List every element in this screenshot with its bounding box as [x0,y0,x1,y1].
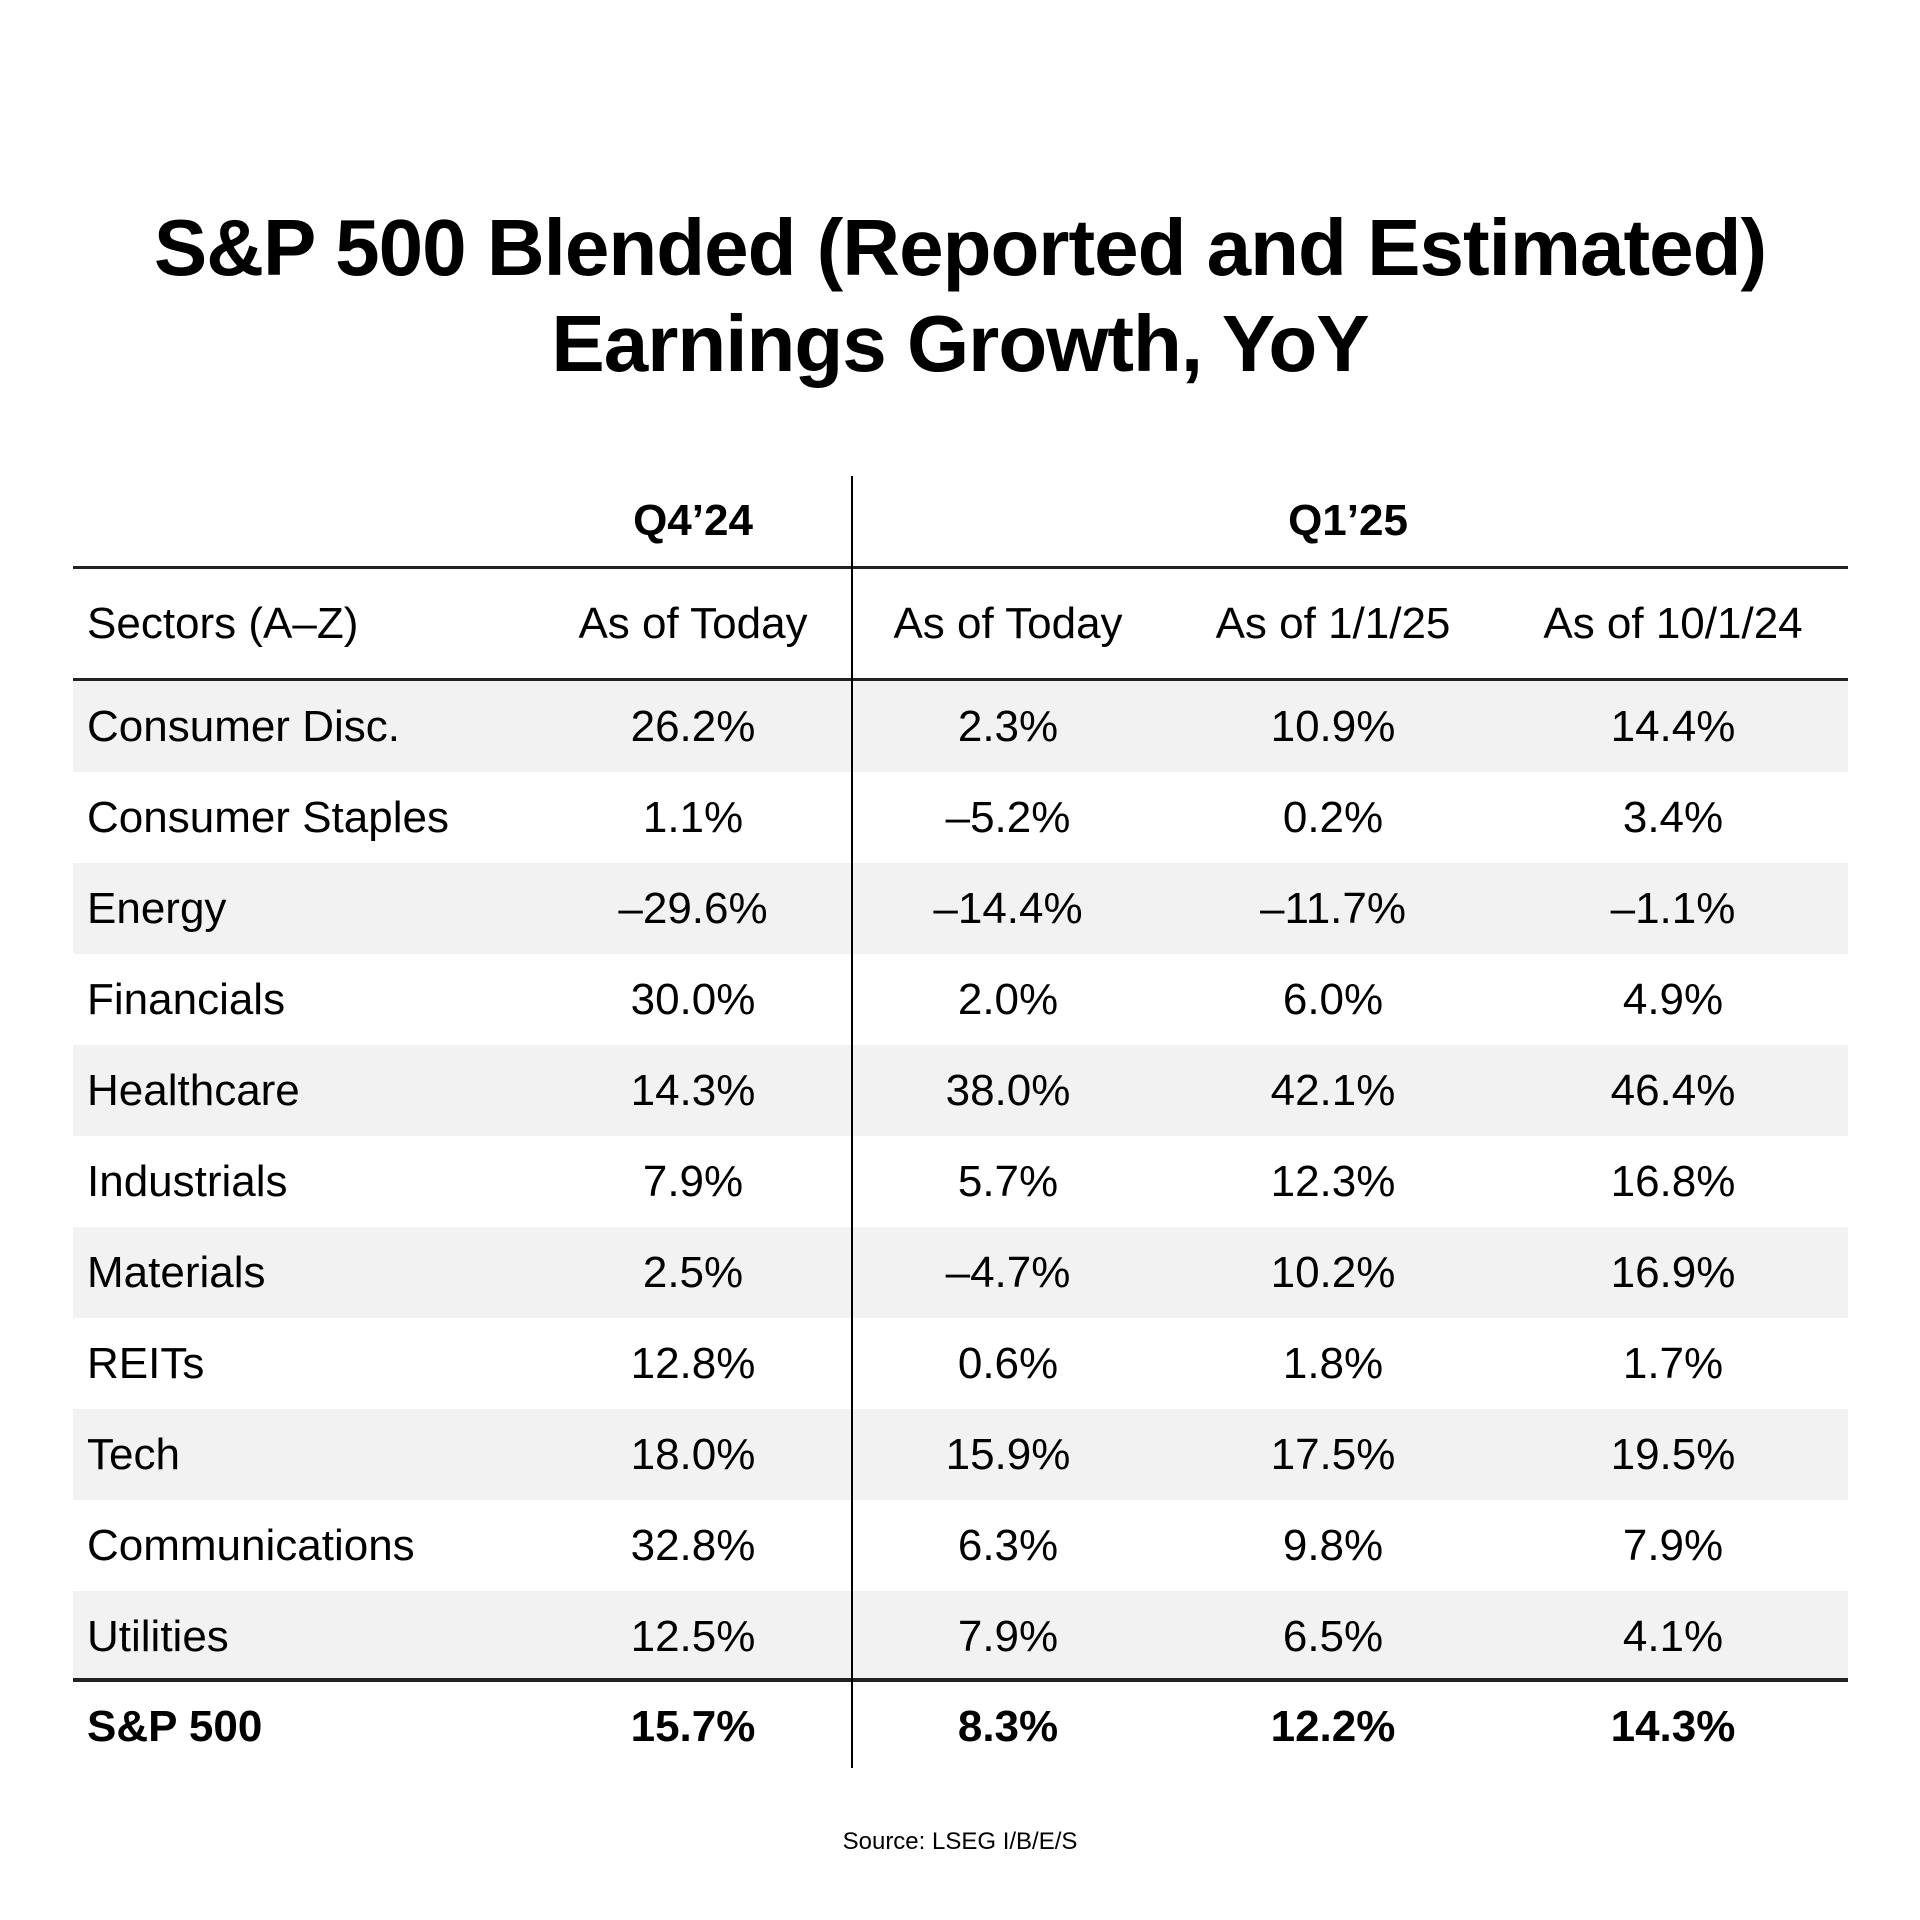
growth-value: 12.5% [630,1611,756,1661]
growth-value: 38.0% [945,1065,1071,1115]
page-title-line-2: Earnings Growth, YoY [551,299,1369,388]
sector-name: Materials [87,1247,266,1297]
growth-value: 30.0% [630,974,756,1024]
growth-value: 14.3% [630,1065,756,1115]
sector-name: Healthcare [87,1065,300,1115]
growth-value: 16.8% [1610,1156,1736,1206]
total-value: 8.3% [957,1702,1059,1751]
growth-value: 1.1% [642,792,744,842]
sector-name: Consumer Disc. [87,701,400,751]
growth-value: 26.2% [630,701,756,751]
growth-value: 2.5% [642,1247,744,1297]
earnings-growth-table: Q4’24 Q1’25 Sectors (A–Z) As of Today As… [73,476,1848,1751]
sector-name: Utilities [87,1611,229,1661]
growth-value: 7.9% [642,1156,744,1206]
growth-value: 1.7% [1622,1338,1724,1388]
table-row-total: S&P 500 15.7% 8.3% 12.2% 14.3% [73,1683,1848,1771]
header-bottom-rule [73,678,1848,681]
sector-name: Tech [87,1429,180,1479]
growth-value: 32.8% [630,1520,756,1570]
source-note: Source: LSEG I/B/E/S [842,1828,1078,1855]
total-top-rule [73,1678,1848,1682]
table-row: Utilities 12.5% 7.9% 6.5% 4.1% [73,1591,1848,1682]
growth-value: 0.6% [957,1338,1059,1388]
column-header-row: Sectors (A–Z) As of Today As of Today As… [73,569,1848,679]
growth-value: 5.7% [957,1156,1059,1206]
table-row: Healthcare 14.3% 38.0% 42.1% 46.4% [73,1045,1848,1136]
sector-name: Industrials [87,1156,288,1206]
growth-value: 7.9% [1622,1520,1724,1570]
growth-value: 0.2% [1282,792,1384,842]
column-header-q4-today: As of Today [578,599,808,648]
growth-value: 2.0% [957,974,1059,1024]
growth-value: 3.4% [1622,792,1724,842]
growth-value: –14.4% [933,883,1083,933]
table-row: Financials 30.0% 2.0% 6.0% 4.9% [73,954,1848,1045]
sector-name: Energy [87,883,227,933]
total-value: 15.7% [630,1702,756,1751]
header-top-rule [73,566,1848,569]
sector-name: REITs [87,1338,205,1388]
total-value: 12.2% [1270,1702,1396,1751]
page-title-line-1: S&P 500 Blended (Reported and Estimated) [153,203,1767,292]
growth-value: 4.9% [1622,974,1724,1024]
group-header-row: Q4’24 Q1’25 [73,476,1848,566]
growth-value: 9.8% [1282,1520,1384,1570]
growth-value: 6.5% [1282,1611,1384,1661]
growth-value: –5.2% [945,792,1071,842]
sector-name: Consumer Staples [87,792,449,842]
growth-value: 12.3% [1270,1156,1396,1206]
group-header-q1-25: Q1’25 [1288,496,1408,545]
column-header-q1-jan: As of 1/1/25 [1215,599,1451,648]
growth-value: 15.9% [945,1429,1071,1479]
growth-value: 17.5% [1270,1429,1396,1479]
growth-value: 19.5% [1610,1429,1736,1479]
growth-value: 42.1% [1270,1065,1396,1115]
growth-value: 1.8% [1282,1338,1384,1388]
growth-value: 16.9% [1610,1247,1736,1297]
total-value: 14.3% [1610,1702,1736,1751]
growth-value: 4.1% [1622,1611,1724,1661]
column-header-sector: Sectors (A–Z) [87,599,359,648]
growth-value: 2.3% [957,701,1059,751]
table-body: Consumer Disc. 26.2% 2.3% 10.9% 14.4% Consume… [73,681,1848,1682]
table-row: Tech 18.0% 15.9% 17.5% 19.5% [73,1409,1848,1500]
growth-value: –11.7% [1260,883,1406,933]
growth-value: 7.9% [957,1611,1059,1661]
table-row: Communications 32.8% 6.3% 9.8% 7.9% [73,1500,1848,1591]
growth-value: 12.8% [630,1338,756,1388]
column-header-q1-oct: As of 10/1/24 [1543,599,1803,648]
table-row: Industrials 7.9% 5.7% 12.3% 16.8% [73,1136,1848,1227]
total-sector-name: S&P 500 [87,1702,263,1751]
column-header-q1-today: As of Today [893,599,1123,648]
growth-value: 10.2% [1270,1247,1396,1297]
growth-value: –1.1% [1610,883,1736,933]
table-row: Materials 2.5% –4.7% 10.2% 16.9% [73,1227,1848,1318]
growth-value: 18.0% [630,1429,756,1479]
growth-value: –4.7% [945,1247,1071,1297]
growth-value: 10.9% [1270,701,1396,751]
table-row: REITs 12.8% 0.6% 1.8% 1.7% [73,1318,1848,1409]
growth-value: 6.0% [1282,974,1384,1024]
column-group-divider [851,476,853,1768]
growth-value: 6.3% [957,1520,1059,1570]
growth-value: 46.4% [1610,1065,1736,1115]
table-row: Consumer Disc. 26.2% 2.3% 10.9% 14.4% [73,681,1848,772]
growth-value: –29.6% [618,883,768,933]
group-header-q4-24: Q4’24 [633,496,753,545]
sector-name: Financials [87,974,286,1024]
table-row: Energy –29.6% –14.4% –11.7% –1.1% [73,863,1848,954]
growth-value: 14.4% [1610,701,1736,751]
table-row: Consumer Staples 1.1% –5.2% 0.2% 3.4% [73,772,1848,863]
sector-name: Communications [87,1520,415,1570]
